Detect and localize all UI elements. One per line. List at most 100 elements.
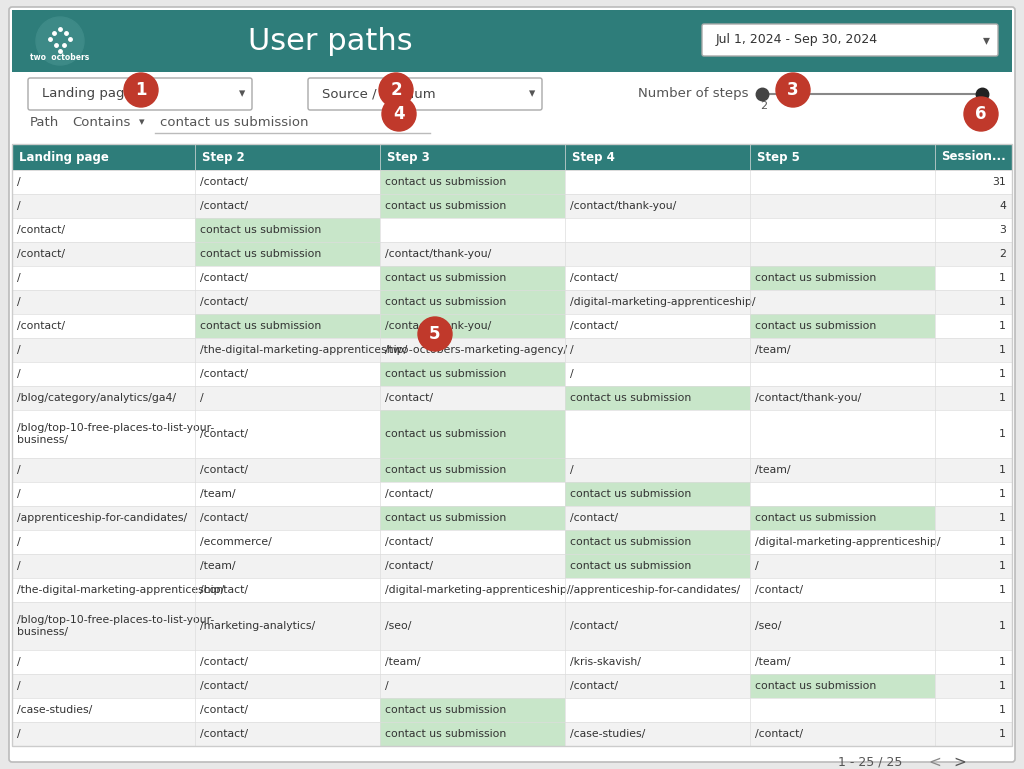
Bar xyxy=(565,314,750,338)
Bar xyxy=(380,194,565,218)
Text: contact us submission: contact us submission xyxy=(160,115,308,128)
Text: /: / xyxy=(570,465,573,475)
Bar xyxy=(935,722,1012,746)
Text: /contact/: /contact/ xyxy=(200,513,248,523)
Bar xyxy=(750,266,935,290)
Text: /digital-marketing-apprenticeship/: /digital-marketing-apprenticeship/ xyxy=(755,537,940,547)
Text: contact us submission: contact us submission xyxy=(755,273,877,283)
Text: /: / xyxy=(17,465,20,475)
Bar xyxy=(380,242,565,266)
Text: 1: 1 xyxy=(999,321,1006,331)
Text: Step 4: Step 4 xyxy=(572,151,614,164)
Bar xyxy=(195,290,380,314)
Bar xyxy=(565,290,750,314)
Text: /contact/: /contact/ xyxy=(200,369,248,379)
Bar xyxy=(195,722,380,746)
Text: contact us submission: contact us submission xyxy=(385,705,506,715)
Bar xyxy=(12,10,1012,72)
Text: contact us submission: contact us submission xyxy=(570,561,691,571)
Bar xyxy=(935,338,1012,362)
Text: 1: 1 xyxy=(999,273,1006,283)
Text: Step 5: Step 5 xyxy=(757,151,800,164)
Bar xyxy=(935,386,1012,410)
FancyBboxPatch shape xyxy=(28,78,252,110)
Text: Landing page: Landing page xyxy=(19,151,109,164)
Text: >: > xyxy=(953,754,967,769)
Text: ▾: ▾ xyxy=(239,88,245,101)
Bar xyxy=(935,144,1012,170)
Bar xyxy=(565,602,750,650)
Text: /seo/: /seo/ xyxy=(385,621,412,631)
Text: ▾: ▾ xyxy=(139,117,144,127)
Bar xyxy=(750,530,935,554)
Bar xyxy=(565,650,750,674)
FancyBboxPatch shape xyxy=(9,7,1015,762)
Text: /contact/: /contact/ xyxy=(200,585,248,595)
Text: 1: 1 xyxy=(999,489,1006,499)
Text: /contact/: /contact/ xyxy=(385,393,433,403)
Text: /blog/top-10-free-places-to-list-your-
business/: /blog/top-10-free-places-to-list-your- b… xyxy=(17,615,214,637)
Bar xyxy=(380,144,565,170)
Text: /apprenticeship-for-candidates/: /apprenticeship-for-candidates/ xyxy=(570,585,740,595)
Bar xyxy=(750,458,935,482)
Text: /contact/: /contact/ xyxy=(200,681,248,691)
Bar xyxy=(750,650,935,674)
Bar xyxy=(565,194,750,218)
Text: 1: 1 xyxy=(999,513,1006,523)
Bar xyxy=(565,530,750,554)
Text: User paths: User paths xyxy=(248,26,413,55)
Bar xyxy=(380,410,565,458)
Bar xyxy=(565,698,750,722)
Text: Number of steps: Number of steps xyxy=(638,88,749,101)
Bar xyxy=(12,506,195,530)
Bar xyxy=(380,674,565,698)
Bar xyxy=(195,650,380,674)
Text: /contact/: /contact/ xyxy=(755,585,803,595)
Bar xyxy=(750,482,935,506)
Text: ▾: ▾ xyxy=(528,88,536,101)
Bar xyxy=(195,338,380,362)
Text: /digital-marketing-apprenticeship/: /digital-marketing-apprenticeship/ xyxy=(570,297,756,307)
Bar xyxy=(750,506,935,530)
Bar xyxy=(195,386,380,410)
Text: /contact/: /contact/ xyxy=(200,657,248,667)
Bar xyxy=(750,698,935,722)
Circle shape xyxy=(964,97,998,131)
Bar xyxy=(380,290,565,314)
Text: contact us submission: contact us submission xyxy=(385,297,506,307)
Bar xyxy=(12,554,195,578)
Bar xyxy=(565,144,750,170)
Text: contact us submission: contact us submission xyxy=(570,489,691,499)
Text: contact us submission: contact us submission xyxy=(755,513,877,523)
Text: /team/: /team/ xyxy=(200,561,236,571)
Bar xyxy=(195,578,380,602)
Text: ▾: ▾ xyxy=(982,33,989,47)
Bar xyxy=(12,266,195,290)
Text: 5: 5 xyxy=(429,325,440,343)
Bar xyxy=(750,242,935,266)
Bar xyxy=(565,242,750,266)
Bar xyxy=(565,554,750,578)
Bar xyxy=(935,458,1012,482)
Text: /the-digital-marketing-apprenticeship/: /the-digital-marketing-apprenticeship/ xyxy=(17,585,224,595)
Bar xyxy=(195,194,380,218)
Bar xyxy=(565,458,750,482)
Text: contact us submission: contact us submission xyxy=(385,729,506,739)
Circle shape xyxy=(382,97,416,131)
Text: contact us submission: contact us submission xyxy=(200,321,322,331)
Text: /: / xyxy=(755,561,759,571)
Text: 1 - 25 / 25: 1 - 25 / 25 xyxy=(838,755,902,768)
Text: /team/: /team/ xyxy=(385,657,421,667)
Circle shape xyxy=(379,73,413,107)
Text: 31: 31 xyxy=(992,177,1006,187)
Text: 4: 4 xyxy=(393,105,404,123)
Text: /contact/: /contact/ xyxy=(755,729,803,739)
Text: /: / xyxy=(17,177,20,187)
Bar xyxy=(380,554,565,578)
Bar xyxy=(12,386,195,410)
Circle shape xyxy=(124,73,158,107)
Text: Session...: Session... xyxy=(941,151,1006,164)
Text: contact us submission: contact us submission xyxy=(385,513,506,523)
Bar xyxy=(12,410,195,458)
Circle shape xyxy=(776,73,810,107)
